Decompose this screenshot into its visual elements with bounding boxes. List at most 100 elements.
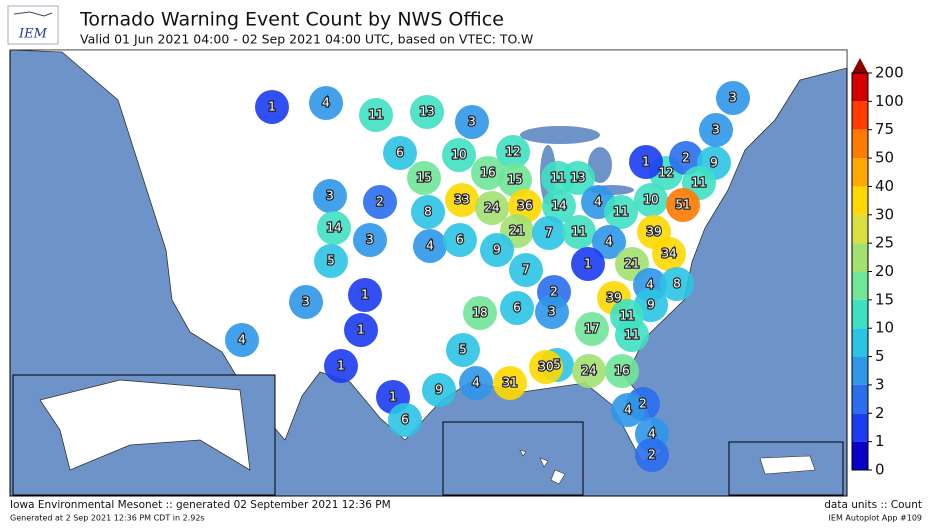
office-area bbox=[309, 86, 343, 120]
office-area bbox=[500, 291, 534, 325]
colorbar-label: 50 bbox=[875, 149, 894, 167]
office-count: 1 bbox=[337, 359, 345, 373]
colorbar-over bbox=[852, 58, 868, 73]
office-area bbox=[443, 223, 477, 257]
colorbar-label: 2 bbox=[875, 404, 885, 422]
office-count: 11 bbox=[550, 171, 565, 185]
office-area bbox=[422, 373, 456, 407]
office-count: 4 bbox=[624, 403, 632, 417]
colorbar-bin bbox=[852, 441, 868, 470]
office-count: 4 bbox=[472, 376, 480, 390]
office-area bbox=[475, 191, 509, 225]
office-area bbox=[359, 98, 393, 132]
office-area bbox=[493, 366, 527, 400]
office-count: 3 bbox=[729, 91, 737, 105]
office-count: 4 bbox=[594, 195, 602, 209]
office-area bbox=[699, 113, 733, 147]
office-area bbox=[652, 237, 686, 271]
office-area bbox=[348, 278, 382, 312]
office-area bbox=[615, 318, 649, 352]
office-area bbox=[575, 312, 609, 346]
office-area bbox=[592, 225, 626, 259]
office-count: 3 bbox=[366, 233, 374, 247]
office-count: 3 bbox=[548, 305, 556, 319]
colorbar-bin bbox=[852, 271, 868, 300]
office-area bbox=[561, 161, 595, 195]
office-count: 15 bbox=[507, 173, 522, 187]
office-count: 6 bbox=[456, 233, 464, 247]
office-count: 11 bbox=[368, 108, 383, 122]
footer-right: data units :: Count bbox=[824, 499, 922, 511]
office-count: 7 bbox=[545, 226, 553, 240]
office-count: 14 bbox=[551, 199, 566, 213]
office-area bbox=[716, 81, 750, 115]
footer-left-small: Generated at 2 Sep 2021 12:36 PM CDT in … bbox=[10, 514, 205, 523]
colorbar-label: 30 bbox=[875, 205, 894, 223]
office-count: 6 bbox=[513, 301, 521, 315]
office-count: 11 bbox=[691, 176, 706, 190]
office-area bbox=[562, 215, 596, 249]
office-area bbox=[255, 90, 289, 124]
office-count: 5 bbox=[327, 254, 335, 268]
office-area bbox=[317, 211, 351, 245]
office-area bbox=[225, 323, 259, 357]
colorbar-label: 200 bbox=[875, 64, 904, 82]
office-count: 4 bbox=[605, 235, 613, 249]
logo-art bbox=[13, 11, 53, 17]
office-area bbox=[353, 223, 387, 257]
office-count: 31 bbox=[502, 376, 517, 390]
office-area bbox=[363, 185, 397, 219]
office-count: 5 bbox=[553, 358, 561, 372]
colorbar-label: 10 bbox=[875, 319, 894, 337]
office-count: 24 bbox=[581, 364, 596, 378]
office-area bbox=[572, 354, 606, 388]
office-area bbox=[410, 95, 444, 129]
office-area bbox=[344, 313, 378, 347]
office-count: 9 bbox=[647, 298, 655, 312]
office-count: 36 bbox=[517, 199, 532, 213]
office-count: 11 bbox=[571, 225, 586, 239]
office-area bbox=[509, 253, 543, 287]
office-area bbox=[324, 349, 358, 383]
colorbar-label: 5 bbox=[875, 347, 885, 365]
office-count: 34 bbox=[661, 247, 676, 261]
office-count: 2 bbox=[639, 397, 647, 411]
office-count: 21 bbox=[509, 224, 524, 238]
office-count: 1 bbox=[357, 323, 365, 337]
office-count: 3 bbox=[468, 115, 476, 129]
office-count: 4 bbox=[426, 239, 434, 253]
office-area bbox=[383, 136, 417, 170]
colorbar-label: 100 bbox=[875, 92, 904, 110]
colorbar-label: 20 bbox=[875, 262, 894, 280]
office-count: 13 bbox=[570, 171, 585, 185]
office-area bbox=[459, 366, 493, 400]
office-count: 39 bbox=[646, 225, 661, 239]
office-area bbox=[535, 295, 569, 329]
office-area bbox=[529, 350, 563, 384]
office-area bbox=[542, 189, 576, 223]
office-area bbox=[289, 285, 323, 319]
hawaii-inset bbox=[442, 421, 584, 496]
footer-right-small: IEM Autoplot App #109 bbox=[829, 514, 922, 523]
office-count: 1 bbox=[361, 288, 369, 302]
logo-box bbox=[7, 5, 59, 45]
office-count: 21 bbox=[624, 257, 639, 271]
office-count: 13 bbox=[419, 105, 434, 119]
office-count: 33 bbox=[454, 193, 469, 207]
office-area bbox=[611, 393, 645, 427]
office-count: 51 bbox=[675, 198, 690, 212]
office-area bbox=[660, 267, 694, 301]
colorbar-bin bbox=[852, 356, 868, 385]
colorbar-label: 3 bbox=[875, 375, 885, 393]
office-count: 9 bbox=[435, 383, 443, 397]
office-area bbox=[532, 216, 566, 250]
office-count: 4 bbox=[646, 278, 654, 292]
office-count: 3 bbox=[326, 189, 334, 203]
office-area bbox=[442, 138, 476, 172]
alaska bbox=[39, 379, 251, 471]
office-count: 6 bbox=[401, 413, 409, 427]
colorbar-label: 0 bbox=[875, 461, 885, 479]
